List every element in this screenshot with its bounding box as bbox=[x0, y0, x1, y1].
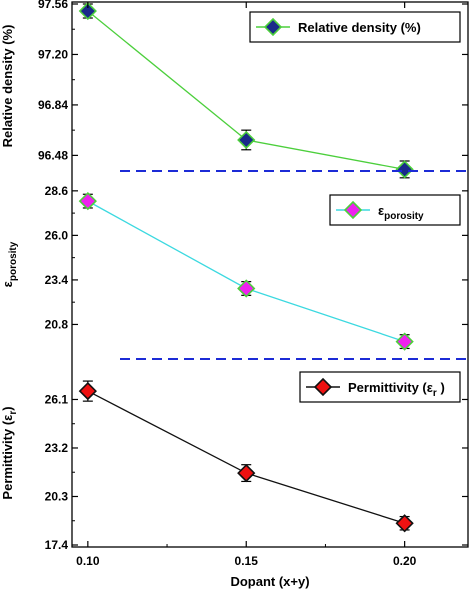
data-point bbox=[78, 1, 97, 21]
plot-frame bbox=[71, 1, 469, 548]
data-point bbox=[395, 514, 414, 533]
y-tick-label: 96.48 bbox=[38, 148, 68, 162]
panels: 97.56 97.20 96.84 96.48 Relative density (%)… bbox=[0, 0, 468, 552]
y-axis-label: εporosity bbox=[0, 241, 19, 287]
y-axis-label: Relative density (%) bbox=[0, 25, 15, 148]
data-point bbox=[237, 279, 256, 298]
data-point bbox=[395, 160, 414, 179]
data-point bbox=[237, 130, 256, 150]
y-tick-label: 96.84 bbox=[38, 98, 68, 112]
y-tick-label: 97.56 bbox=[38, 0, 68, 11]
legend-label: Permittivity (εr ) bbox=[348, 380, 445, 399]
data-point bbox=[78, 381, 97, 401]
y-tick-label: 26.1 bbox=[45, 392, 69, 406]
y-tick-label: 28.6 bbox=[45, 184, 69, 198]
legend: Permittivity (εr ) bbox=[299, 371, 461, 403]
y-tick-label: 17.4 bbox=[45, 538, 69, 552]
y-axis-label: Permittivity (εr) bbox=[0, 406, 19, 499]
y-tick-label: 23.2 bbox=[45, 441, 69, 455]
y-tick-label: 23.4 bbox=[45, 273, 69, 287]
panel-3: 26.1 23.2 20.3 17.4 Permittivity (εr) Permitt… bbox=[0, 371, 468, 552]
y-tick-label: 20.8 bbox=[45, 317, 69, 331]
legend-label: εporosity bbox=[378, 203, 424, 222]
data-point bbox=[395, 332, 414, 351]
y-tick-label: 97.20 bbox=[38, 47, 68, 61]
y-tick-label: 26.0 bbox=[45, 228, 69, 242]
x-tick-label: 0.15 bbox=[235, 554, 259, 568]
legend: εporosity bbox=[329, 194, 461, 226]
panel-2: 28.6 26.0 23.4 20.8 εporosity εporosity bbox=[0, 184, 468, 351]
data-point bbox=[78, 191, 97, 211]
x-axis: 0.10 0.15 0.20 bbox=[76, 2, 417, 568]
y-tick-label: 20.3 bbox=[45, 489, 69, 503]
panel-1: 97.56 97.20 96.84 96.48 Relative density (%)… bbox=[0, 0, 468, 179]
legend-marker bbox=[263, 17, 283, 37]
series-line bbox=[87, 390, 405, 524]
legend-marker bbox=[343, 200, 363, 220]
x-tick-label: 0.20 bbox=[393, 554, 417, 568]
x-axis-label: Dopant (x+y) bbox=[230, 574, 309, 589]
legend: Relative density (%) bbox=[249, 11, 461, 43]
legend-marker bbox=[313, 377, 333, 397]
legend-label: Relative density (%) bbox=[298, 20, 421, 35]
data-point bbox=[237, 463, 256, 483]
x-tick-label: 0.10 bbox=[76, 554, 100, 568]
legend-box bbox=[299, 371, 461, 403]
